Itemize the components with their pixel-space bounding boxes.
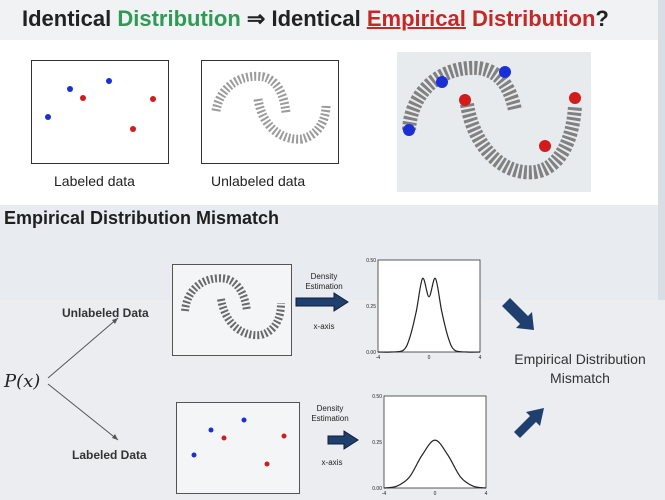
red-point xyxy=(80,95,86,101)
moons-scatter-small xyxy=(211,71,331,144)
red-point xyxy=(264,461,270,467)
x-tick-label: 0 xyxy=(428,355,431,361)
title-distribution-green: Distribution xyxy=(117,6,241,31)
density-estimation-label-2: Density Estimation xyxy=(311,404,349,423)
top-slide-title: Identical Distribution ⇒ Identical Empir… xyxy=(22,6,642,36)
unlabeled-moons-panel xyxy=(172,264,292,356)
title-question-mark: ? xyxy=(595,6,609,31)
labeled-points xyxy=(45,78,156,132)
y-tick-label: 0.50 xyxy=(366,258,376,264)
blue-point xyxy=(436,76,448,88)
density-curve xyxy=(383,439,487,489)
blue-point xyxy=(45,114,51,120)
blue-point xyxy=(191,452,197,458)
mismatch-line-1: Empirical Distribution xyxy=(514,351,646,367)
y-tick-label: 0.50 xyxy=(372,394,382,400)
x-tick-label: 4 xyxy=(479,355,482,361)
density-arrow-2 xyxy=(327,430,359,450)
unlabeled-data-panel xyxy=(201,60,339,164)
x-tick-label: -4 xyxy=(382,491,387,497)
red-point xyxy=(281,433,287,439)
labeled-data-label: Labeled Data xyxy=(72,448,147,462)
red-point xyxy=(569,92,581,104)
labeled-data-panel xyxy=(31,60,169,164)
density-arrow-1 xyxy=(295,292,349,312)
density-estimation-label-1: Density Estimation xyxy=(305,272,343,291)
x-axis-label-1: x-axis xyxy=(313,322,335,331)
y-tick-label: 0.00 xyxy=(372,486,382,492)
moons-scatter-large xyxy=(402,60,582,180)
density-curve xyxy=(377,277,481,353)
caption-labeled-data: Labeled data xyxy=(54,173,135,189)
y-tick-label: 0.25 xyxy=(366,304,376,310)
blue-point xyxy=(499,66,511,78)
mismatch-line-2: Mismatch xyxy=(550,369,610,386)
blue-point xyxy=(403,124,415,136)
red-point xyxy=(539,140,551,152)
density-plot-labeled: 0.00 0.25 0.50 -4 0 4 xyxy=(372,394,488,497)
labeled-points-mid xyxy=(191,417,287,467)
y-tick-label: 0.00 xyxy=(366,350,376,356)
red-point xyxy=(130,126,136,132)
red-point xyxy=(221,435,227,441)
blue-point xyxy=(106,78,112,84)
title-empirical-red: Empirical xyxy=(366,6,466,31)
unlabeled-data-label: Unlabeled Data xyxy=(62,306,149,320)
top-slide: Identical Distribution ⇒ Identical Empir… xyxy=(0,0,665,205)
mismatch-arrow-up xyxy=(514,408,544,438)
x-axis-label-2: x-axis xyxy=(321,458,343,467)
combined-data-panel xyxy=(397,52,591,192)
bottom-slide-title: Empirical Distribution Mismatch xyxy=(4,208,280,228)
title-text-2: ⇒ Identical xyxy=(240,6,367,31)
title-distribution-red: Distribution xyxy=(465,6,596,31)
blue-point xyxy=(208,427,214,433)
red-point xyxy=(150,96,156,102)
plot-frame xyxy=(383,395,487,489)
caption-unlabeled-data: Unlabeled data xyxy=(211,173,306,189)
y-tick-label: 0.25 xyxy=(372,440,382,446)
moons-scatter-mid xyxy=(181,274,285,340)
mismatch-arrow-down xyxy=(502,298,534,330)
x-tick-label: 4 xyxy=(485,491,488,497)
title-band xyxy=(0,0,665,40)
slide-edge xyxy=(658,0,665,300)
labeled-points-panel xyxy=(176,402,300,494)
mismatch-text: Empirical Distribution Mismatch xyxy=(505,350,655,388)
blue-point xyxy=(67,86,73,92)
plot-frame xyxy=(377,259,481,353)
density-plot-unlabeled: 0.00 0.25 0.50 -4 0 4 xyxy=(366,258,482,361)
x-tick-label: -4 xyxy=(376,355,381,361)
blue-point xyxy=(241,417,247,423)
title-text-1: Identical xyxy=(22,6,118,31)
px-label: P(x) xyxy=(4,371,41,392)
x-tick-label: 0 xyxy=(434,491,437,497)
red-point xyxy=(459,94,471,106)
